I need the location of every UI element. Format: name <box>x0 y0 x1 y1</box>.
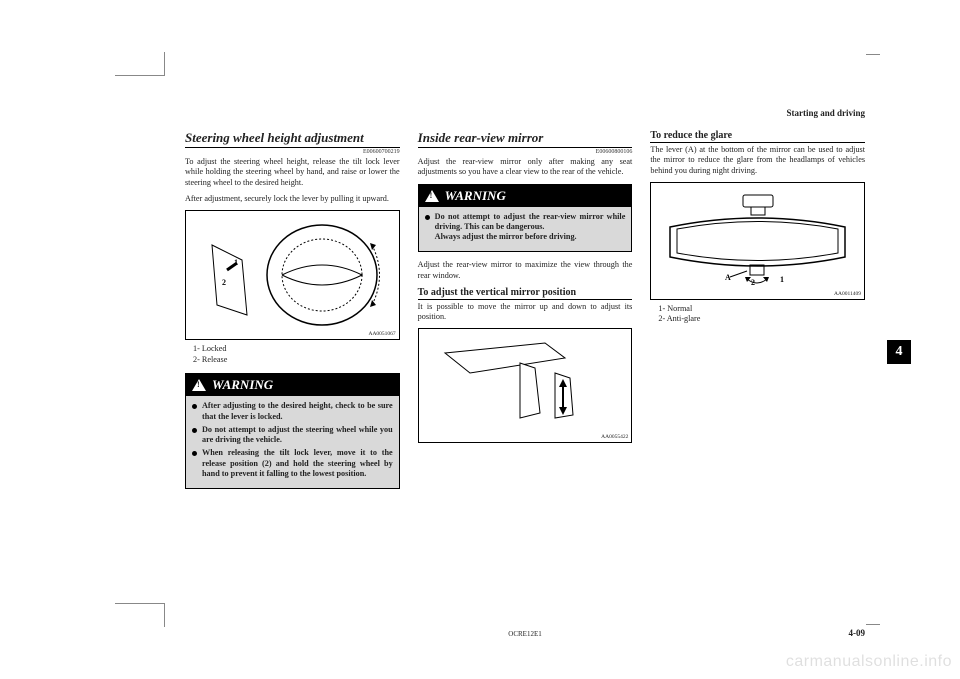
figure-code: AA0011409 <box>834 291 861 297</box>
footer-page-number: 4-09 <box>849 628 866 638</box>
warning-item: When releasing the tilt lock lever, move… <box>192 448 393 479</box>
warning-label: WARNING <box>212 377 273 393</box>
subheading-vertical: To adjust the vertical mirror position <box>418 287 633 300</box>
heading-steering: Steering wheel height adjustment <box>185 130 400 148</box>
columns: Steering wheel height adjustment E006007… <box>185 130 865 497</box>
legend-item: 2- Anti-glare <box>658 314 865 325</box>
steering-illustration: 2 1 <box>192 215 392 335</box>
mirror-glare-illustration: A 2 1 <box>655 187 860 295</box>
figure-steering-wheel: 2 1 AA0051067 <box>185 210 400 340</box>
section-header: Starting and driving <box>786 108 865 118</box>
watermark: carmanualsonline.info <box>786 653 952 671</box>
figure-code: AA0055422 <box>601 434 628 440</box>
column-3: To reduce the glare The lever (A) at the… <box>650 130 865 497</box>
warning-icon <box>425 190 439 202</box>
warning-heading: WARNING <box>186 374 399 396</box>
paragraph: It is possible to move the mirror up and… <box>418 302 633 323</box>
warning-body: After adjusting to the desired height, c… <box>186 396 399 488</box>
legend-item: 2- Release <box>193 355 400 366</box>
warning-icon <box>192 379 206 391</box>
footer-doc-code: OCRE12E1 <box>508 630 541 638</box>
figure-mirror-glare: A 2 1 AA0011409 <box>650 182 865 300</box>
figure-legend: 1- Normal 2- Anti-glare <box>658 304 865 325</box>
warning-item: Do not attempt to adjust the steering wh… <box>192 425 393 446</box>
svg-text:2: 2 <box>222 278 226 287</box>
legend-item: 1- Locked <box>193 344 400 355</box>
svg-text:1: 1 <box>780 275 784 284</box>
crop-mark <box>866 624 880 625</box>
warning-label: WARNING <box>445 188 506 204</box>
figure-code: AA0051067 <box>368 331 395 337</box>
paragraph: Adjust the rear-view mirror only after m… <box>418 157 633 178</box>
column-2: Inside rear-view mirror E00600800106 Adj… <box>418 130 633 497</box>
column-1: Steering wheel height adjustment E006007… <box>185 130 400 497</box>
mirror-adjust-illustration <box>425 333 625 438</box>
warning-item: After adjusting to the desired height, c… <box>192 401 393 422</box>
warning-body: Do not attempt to adjust the rear-view m… <box>419 207 632 252</box>
subheading-glare: To reduce the glare <box>650 130 865 143</box>
svg-text:A: A <box>725 273 731 282</box>
legend-item: 1- Normal <box>658 304 865 315</box>
figure-legend: 1- Locked 2- Release <box>193 344 400 365</box>
svg-text:1: 1 <box>234 258 238 267</box>
warning-item: Do not attempt to adjust the rear-view m… <box>425 212 626 243</box>
warning-heading: WARNING <box>419 185 632 207</box>
figure-mirror-adjust: AA0055422 <box>418 328 633 443</box>
paragraph: The lever (A) at the bottom of the mirro… <box>650 145 865 176</box>
paragraph: To adjust the steering wheel height, rel… <box>185 157 400 188</box>
ref-code: E00600700219 <box>185 149 400 155</box>
warning-box: WARNING Do not attempt to adjust the rea… <box>418 184 633 253</box>
ref-code: E00600800106 <box>418 149 633 155</box>
paragraph: Adjust the rear-view mirror to maximize … <box>418 260 633 281</box>
crop-mark <box>866 54 880 55</box>
paragraph: After adjustment, securely lock the leve… <box>185 194 400 204</box>
heading-mirror: Inside rear-view mirror <box>418 130 633 148</box>
chapter-tab: 4 <box>887 340 911 364</box>
warning-box: WARNING After adjusting to the desired h… <box>185 373 400 489</box>
crop-mark <box>115 52 165 76</box>
crop-mark <box>115 603 165 627</box>
page-content: Starting and driving Steering wheel heig… <box>185 110 865 610</box>
